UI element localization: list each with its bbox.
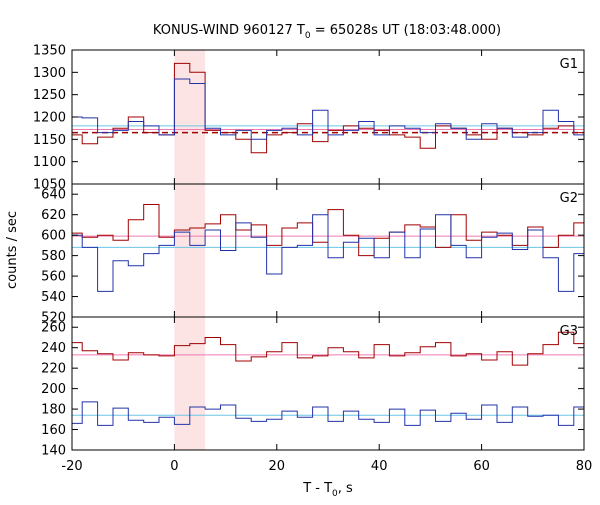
x-label-suffix: , s — [338, 481, 353, 496]
panel-label: G1 — [560, 57, 578, 72]
highlight-band — [174, 50, 206, 450]
series-blue-line — [72, 401, 584, 426]
y-tick-label: 1350 — [33, 44, 66, 59]
x-tick-label: 40 — [371, 459, 388, 474]
y-tick-label: 200 — [41, 382, 66, 397]
x-tick-label: 0 — [170, 459, 178, 474]
y-tick-label: 540 — [41, 290, 66, 305]
panel-data-g2 — [72, 204, 584, 292]
x-tick-label: 20 — [269, 459, 286, 474]
title-suffix: = 65028s UT (18:03:48.000) — [311, 23, 501, 38]
y-tick-label: 600 — [41, 229, 66, 244]
series-blue-line — [72, 78, 584, 140]
y-tick-label: 1200 — [33, 111, 66, 126]
x-axis-label: T - T0, s — [302, 481, 353, 499]
y-tick-label: 560 — [41, 270, 66, 285]
panel-g2: 520 540 560 580 600 620 640 G2 — [41, 183, 585, 326]
x-tick-label: 80 — [576, 459, 593, 474]
panel-label: G3 — [560, 324, 578, 339]
x-tick-label: 60 — [473, 459, 490, 474]
y-tick-label: 1150 — [33, 133, 66, 148]
chart-title: KONUS-WIND 960127 T0 = 65028s UT (18:03:… — [153, 23, 501, 41]
panel-data-g1 — [72, 62, 584, 154]
series-red-line — [72, 62, 584, 154]
y-tick-label: 520 — [41, 311, 66, 326]
y-tick-label: 260 — [41, 321, 66, 336]
y-tick-label: 1050 — [33, 178, 66, 193]
y-tick-label: 1100 — [33, 155, 66, 170]
y-tick-label: 140 — [41, 444, 66, 459]
title-subscript: 0 — [305, 31, 311, 41]
x-tick-label: -20 — [61, 459, 82, 474]
y-tick-label: 180 — [41, 403, 66, 418]
y-tick-label: 220 — [41, 362, 66, 377]
y-tick-label: 580 — [41, 249, 66, 264]
series-red-line — [72, 331, 584, 366]
y-axis-label: counts / sec — [5, 211, 20, 289]
panel-g1: 1050 1100 1150 1200 1250 1300 1350 G1 — [33, 44, 585, 193]
y-tick-label: 620 — [41, 208, 66, 223]
panel-data-g3 — [72, 331, 584, 426]
x-label-subscript: 0 — [332, 489, 338, 499]
y-tick-label: 1300 — [33, 66, 66, 81]
y-tick-label: 1250 — [33, 88, 66, 103]
panel-frame — [71, 316, 585, 451]
y-tick-label: 160 — [41, 423, 66, 438]
series-blue-line — [72, 214, 584, 292]
y-tick-label: 640 — [41, 188, 66, 203]
panel-g3: 140 160 180 200 220 240 260 G3 — [41, 316, 585, 459]
panel-label: G2 — [560, 191, 578, 206]
plot-layer: 1050110011501200125013001350G15205405605… — [33, 44, 592, 475]
y-tick-label: 240 — [41, 341, 66, 356]
